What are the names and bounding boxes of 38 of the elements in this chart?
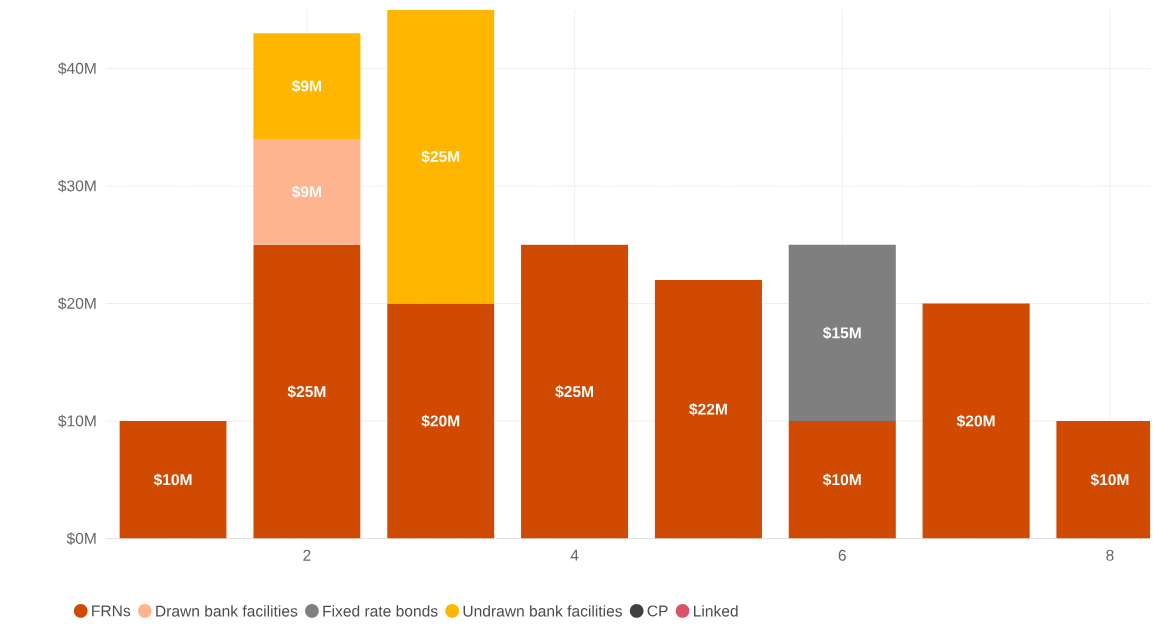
data-label: $25M [421, 150, 460, 164]
x-tick-label: 4 [570, 550, 579, 561]
y-tick-label: $10M [58, 414, 96, 428]
bar [387, 9, 495, 304]
legend-label: CP [647, 605, 668, 617]
y-tick-label: $40M [58, 62, 96, 76]
data-label: $10M [153, 473, 192, 487]
bar [253, 33, 361, 140]
bar [654, 280, 762, 539]
data-label: $9M [291, 185, 321, 199]
legend-label: Fixed rate bonds [323, 605, 438, 617]
legend-label: Drawn bank facilities [156, 605, 298, 617]
bar [253, 244, 361, 539]
legend-label: Linked [694, 605, 738, 617]
y-tick-label: $0M [66, 532, 96, 546]
bar [253, 139, 361, 245]
bar [119, 421, 227, 539]
bar [922, 303, 1030, 539]
data-label: $22M [689, 403, 727, 416]
data-label: $15M [822, 326, 861, 340]
bar [788, 421, 896, 539]
y-tick-label: $30M [58, 179, 96, 193]
data-label: $10M [1090, 473, 1129, 487]
legend-label: FRNs [92, 605, 131, 617]
data-label: $25M [287, 385, 326, 399]
data-label: $10M [822, 473, 861, 487]
data-label: $25M [555, 385, 594, 399]
data-label: $9M [291, 79, 321, 93]
data-label: $20M [421, 414, 460, 428]
bar [387, 303, 495, 539]
bar [521, 244, 629, 539]
data-label: $20M [956, 414, 995, 428]
x-tick-label: 8 [1106, 550, 1114, 562]
y-tick-label: $20M [58, 297, 96, 311]
x-tick-label: 2 [303, 550, 311, 561]
bar [788, 244, 896, 422]
x-tick-label: 6 [838, 550, 846, 562]
legend-label: Undrawn bank facilities [463, 605, 622, 617]
